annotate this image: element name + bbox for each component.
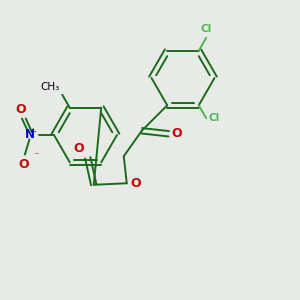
Text: CH₃: CH₃: [40, 82, 60, 92]
Text: O: O: [18, 158, 29, 170]
Text: ⁻: ⁻: [33, 151, 39, 161]
Text: O: O: [15, 103, 26, 116]
Text: N: N: [24, 128, 34, 142]
Text: O: O: [130, 177, 141, 190]
Text: Cl: Cl: [201, 24, 212, 34]
Text: O: O: [171, 127, 182, 140]
Text: Cl: Cl: [208, 113, 220, 123]
Text: +: +: [30, 127, 36, 136]
Text: O: O: [74, 142, 84, 155]
